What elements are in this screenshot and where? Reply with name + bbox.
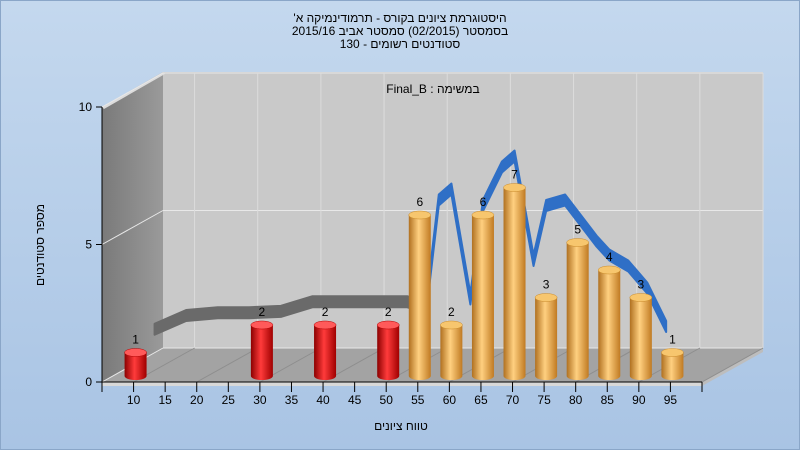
bar-value-label: 2 xyxy=(259,305,266,319)
x-tick-label: 20 xyxy=(190,393,204,407)
bar-body xyxy=(124,352,147,380)
bar-cap xyxy=(534,293,558,302)
trend-blue-layer xyxy=(425,149,668,333)
bar xyxy=(471,210,495,380)
x-tick-label: 25 xyxy=(222,393,236,407)
chart-title-line-2: בסמסטר (02/2015) סמסטר אביב 2015/16 xyxy=(291,24,509,38)
bar-body xyxy=(503,187,526,380)
bar-cap xyxy=(598,265,621,275)
bar-labels: 1 2 2 2 6 2 6 7 3 5 4 3 1 xyxy=(132,168,676,347)
x-axis-ticks: 10 15 20 25 30 35 40 45 50 55 60 65 70 75 80 85 90 95 xyxy=(101,382,703,407)
x-tick-label: 90 xyxy=(632,393,646,407)
bar xyxy=(566,238,589,380)
gridline-wall xyxy=(101,210,164,245)
bar-body xyxy=(471,215,494,380)
bar xyxy=(440,320,463,380)
y-axis-label: מספר סטודנטים xyxy=(33,204,47,286)
bar-value-label: 2 xyxy=(448,305,455,319)
bar-body xyxy=(661,352,684,380)
x-tick-label: 15 xyxy=(158,393,172,407)
x-tick-label: 95 xyxy=(664,393,678,407)
bar-body xyxy=(408,215,431,380)
bar-value-label: 1 xyxy=(669,333,676,347)
x-tick-label: 35 xyxy=(285,393,299,407)
bar-cap xyxy=(408,210,432,220)
bar-body xyxy=(314,325,337,380)
bar-body xyxy=(629,297,652,380)
bar-cap xyxy=(440,320,463,330)
bar-cap xyxy=(629,293,653,302)
floor-front-edge xyxy=(102,382,702,386)
bar-cap xyxy=(566,238,589,247)
bar-value-label: 6 xyxy=(416,195,423,209)
bar xyxy=(629,293,653,380)
bar-body xyxy=(598,270,621,380)
top-edge xyxy=(102,72,165,109)
y-axis-ticks: 0 5 10 xyxy=(79,100,102,389)
bar-body xyxy=(566,242,589,380)
y-tick-label: 5 xyxy=(85,238,92,252)
bar-value-label: 1 xyxy=(132,333,139,347)
trend-ribbon-blue xyxy=(425,149,668,333)
bar xyxy=(661,348,684,380)
x-tick-label: 60 xyxy=(443,393,457,407)
gridline-wall xyxy=(101,72,164,108)
chart-subtitle: במשימה : Final_B xyxy=(386,82,479,96)
x-axis-label: טווח ציונים xyxy=(374,419,428,433)
bar-body xyxy=(535,297,558,380)
x-tick-label: 75 xyxy=(537,393,551,407)
floor-line xyxy=(701,347,764,383)
bar xyxy=(313,320,337,380)
bar xyxy=(250,320,274,380)
bar-cap xyxy=(661,348,684,357)
bar xyxy=(503,183,526,380)
bar xyxy=(124,348,147,380)
x-tick-label: 10 xyxy=(127,393,141,407)
x-tick-label: 80 xyxy=(569,393,583,407)
x-tick-label: 45 xyxy=(348,393,362,407)
bar-cap xyxy=(250,320,274,330)
right-side-edge xyxy=(702,348,763,386)
bar-value-label: 3 xyxy=(637,278,644,292)
bar xyxy=(598,265,621,380)
y-tick-label: 10 xyxy=(79,100,93,114)
bar-cap xyxy=(376,320,400,330)
chart-title-line-1: היסטוגרמת ציונים בקורס - תרמודינמיקה א' xyxy=(293,11,507,25)
bar-value-label: 6 xyxy=(480,195,487,209)
y-tick-label: 0 xyxy=(85,375,92,389)
x-tick-label: 40 xyxy=(316,393,330,407)
bar xyxy=(376,320,400,380)
bar-value-label: 2 xyxy=(385,305,392,319)
bar-body xyxy=(440,325,463,380)
bar-value-label: 4 xyxy=(606,250,613,264)
bar-cap xyxy=(313,320,337,330)
bar-cap xyxy=(503,183,526,192)
bar-value-label: 2 xyxy=(322,305,329,319)
bar-body xyxy=(377,325,400,380)
x-tick-label: 70 xyxy=(506,393,520,407)
bar-value-label: 7 xyxy=(511,168,518,182)
x-tick-label: 30 xyxy=(253,393,267,407)
chart-title-line-3: סטודנטים רשומים - 130 xyxy=(339,37,461,51)
bar xyxy=(534,293,558,380)
x-tick-label: 85 xyxy=(601,393,615,407)
x-tick-label: 65 xyxy=(474,393,488,407)
bar-value-label: 5 xyxy=(574,223,581,237)
floor-line xyxy=(196,347,258,383)
x-tick-label: 50 xyxy=(380,393,394,407)
bars xyxy=(124,183,684,380)
bar-cap xyxy=(124,348,147,357)
bar-body xyxy=(250,325,273,380)
chart-titles: היסטוגרמת ציונים בקורס - תרמודינמיקה א' … xyxy=(0,12,800,51)
bar-value-label: 3 xyxy=(543,278,550,292)
bar-cap xyxy=(471,210,495,220)
bar xyxy=(408,210,432,380)
x-tick-label: 55 xyxy=(411,393,425,407)
